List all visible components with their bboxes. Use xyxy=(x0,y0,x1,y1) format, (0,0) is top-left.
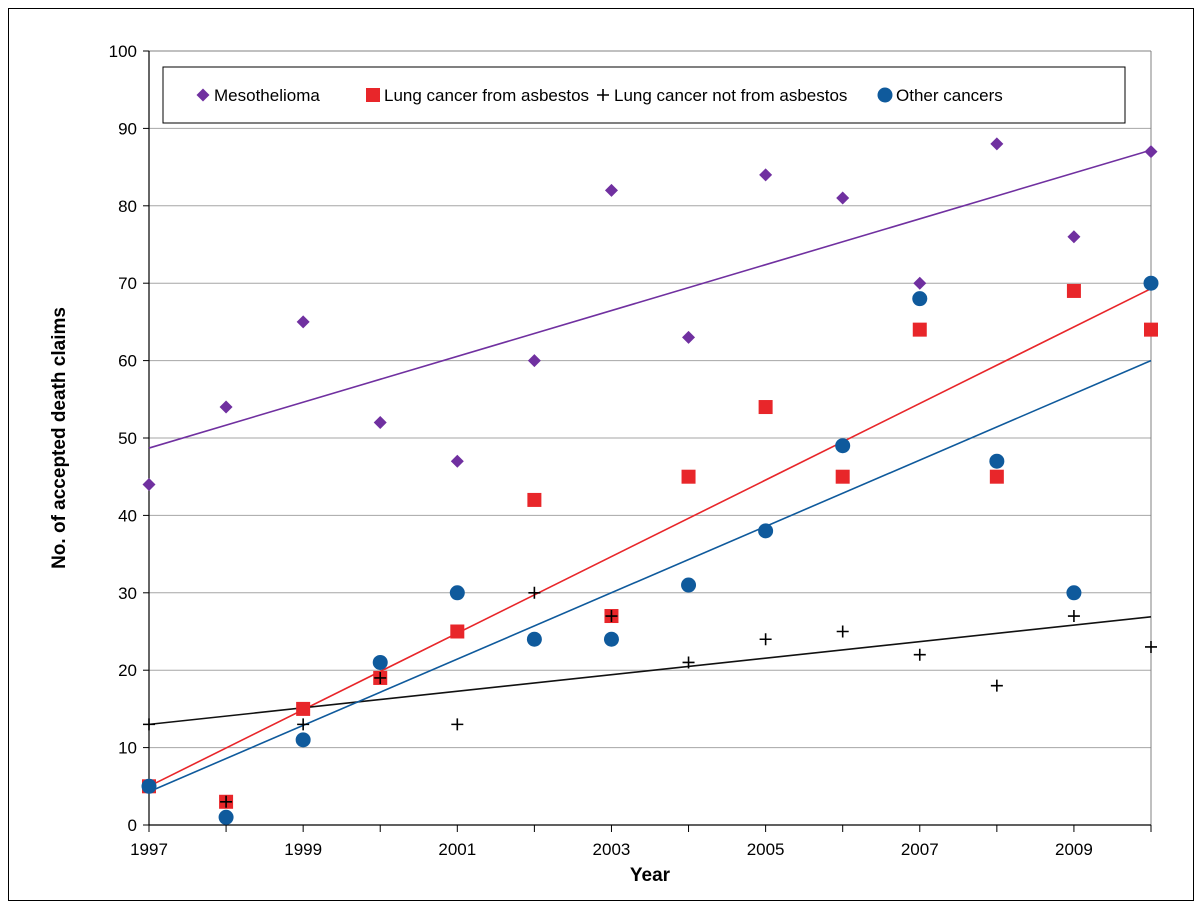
x-tick-label: 1999 xyxy=(284,840,322,859)
tick-labels: 0 10 20 30 40 50 60 70 80 90 100 1997 1999 2001 2003 20… xyxy=(109,42,1093,859)
data-point xyxy=(142,477,156,491)
chart-frame: 0 10 20 30 40 50 60 70 80 90 100 1997 1999 2001 2003 20… xyxy=(8,8,1194,901)
data-point xyxy=(681,469,696,484)
data-point xyxy=(220,795,233,808)
legend-label: Other cancers xyxy=(896,86,1003,105)
x-tick-label: 2005 xyxy=(747,840,785,859)
data-point xyxy=(603,631,619,647)
data-point xyxy=(912,291,928,307)
legend-box xyxy=(162,66,1126,124)
data-point xyxy=(450,624,465,639)
data-point xyxy=(451,718,464,731)
data-point xyxy=(835,438,851,454)
data-point xyxy=(758,523,774,539)
trend-lines xyxy=(148,149,1152,793)
data-point xyxy=(373,416,387,430)
grid-lines xyxy=(149,50,1151,749)
data-point xyxy=(759,168,773,182)
data-point xyxy=(681,577,697,593)
y-tick-label: 80 xyxy=(118,197,137,216)
x-tick-label: 2009 xyxy=(1055,840,1093,859)
y-tick-label: 100 xyxy=(109,42,137,61)
trend-line-1 xyxy=(148,287,1152,788)
y-tick-label: 30 xyxy=(118,584,137,603)
axes xyxy=(143,50,1152,832)
data-point xyxy=(295,732,311,748)
x-axis-title: Year xyxy=(630,865,671,886)
data-point xyxy=(296,315,310,329)
data-point xyxy=(913,276,927,290)
data-point xyxy=(449,585,465,601)
data-point xyxy=(527,354,541,368)
data-point xyxy=(605,610,618,623)
legend-marker-3 xyxy=(877,87,893,103)
y-tick-label: 50 xyxy=(118,429,137,448)
data-point xyxy=(913,648,926,661)
data-point xyxy=(759,633,772,646)
trend-line-3 xyxy=(148,359,1152,793)
data-point xyxy=(1066,585,1082,601)
legend-label: Lung cancer not from asbestos xyxy=(614,86,847,105)
data-point xyxy=(297,718,310,731)
trend-line-2 xyxy=(148,615,1152,726)
data-point xyxy=(682,330,696,344)
data-point xyxy=(990,679,1003,692)
data-point xyxy=(1067,610,1080,623)
data-point xyxy=(989,469,1004,484)
y-tick-label: 0 xyxy=(128,816,137,835)
trend-line-0 xyxy=(148,149,1152,449)
data-point xyxy=(141,778,157,794)
data-point xyxy=(758,400,773,415)
data-point xyxy=(836,625,849,638)
data-point xyxy=(836,191,850,205)
data-point xyxy=(989,453,1005,469)
data-point xyxy=(372,654,388,670)
legend-marker-1 xyxy=(366,88,380,102)
y-tick-label: 70 xyxy=(118,274,137,293)
legend-marker-0 xyxy=(196,88,210,102)
data-point xyxy=(682,656,695,669)
data-point xyxy=(912,322,927,337)
y-tick-label: 40 xyxy=(118,506,137,525)
data-point xyxy=(1145,640,1157,653)
x-tick-label: 1997 xyxy=(130,840,168,859)
data-point xyxy=(374,671,387,684)
data-point xyxy=(143,718,155,731)
data-point xyxy=(1066,283,1081,298)
y-tick-label: 10 xyxy=(118,739,137,758)
data-point xyxy=(527,492,542,507)
data-point xyxy=(528,586,541,599)
data-points xyxy=(141,137,1159,825)
legend: Mesothelioma Lung cancer from asbestos Lun… xyxy=(162,66,1126,124)
data-point xyxy=(219,400,233,414)
legend-marker-2 xyxy=(597,89,609,101)
data-point xyxy=(296,701,311,716)
data-point xyxy=(526,631,542,647)
x-tick-label: 2003 xyxy=(593,840,631,859)
data-point xyxy=(604,183,618,197)
scatter-chart: 0 10 20 30 40 50 60 70 80 90 100 1997 1999 2001 2003 20… xyxy=(49,42,1159,886)
x-tick-label: 2007 xyxy=(901,840,939,859)
data-point xyxy=(1144,322,1158,337)
data-point xyxy=(1067,230,1081,244)
y-tick-label: 60 xyxy=(118,352,137,371)
y-axis-title: No. of accepted death claims xyxy=(49,307,70,569)
data-point xyxy=(218,809,234,825)
y-tick-label: 20 xyxy=(118,661,137,680)
data-point xyxy=(1144,145,1158,159)
data-point xyxy=(450,454,464,468)
x-tick-label: 2001 xyxy=(438,840,476,859)
y-tick-label: 90 xyxy=(118,119,137,138)
data-point xyxy=(990,137,1004,151)
data-point xyxy=(835,469,850,484)
data-point xyxy=(1143,275,1159,291)
legend-label: Lung cancer from asbestos xyxy=(384,86,589,105)
legend-label: Mesothelioma xyxy=(214,86,320,105)
